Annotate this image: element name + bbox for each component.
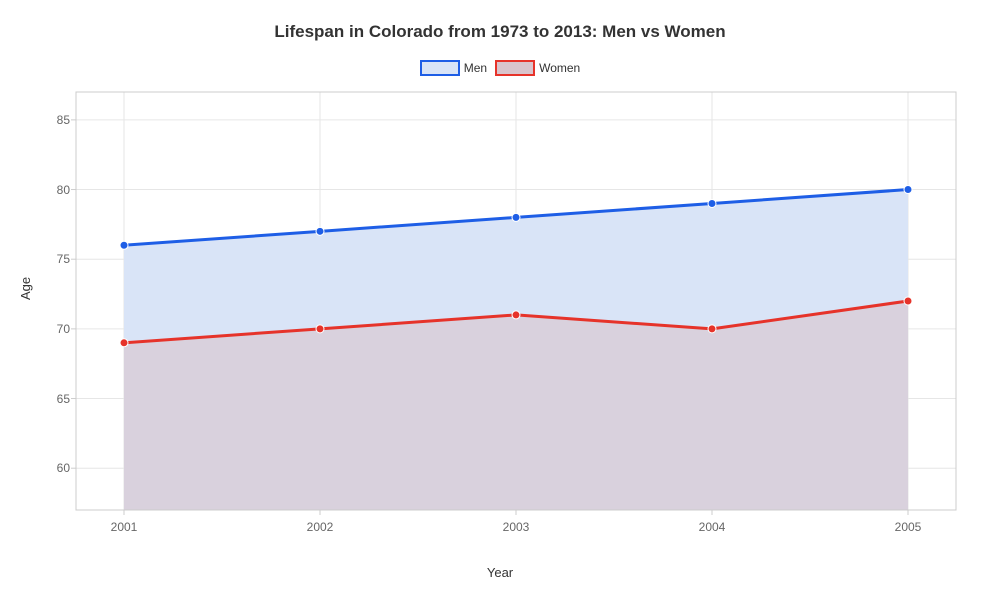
legend-swatch-men bbox=[420, 60, 460, 76]
legend-label-women: Women bbox=[539, 61, 580, 75]
x-tick-label: 2004 bbox=[699, 520, 726, 534]
chart-title: Lifespan in Colorado from 1973 to 2013: … bbox=[0, 22, 1000, 42]
x-tick-label: 2003 bbox=[503, 520, 530, 534]
legend-item-men[interactable]: Men bbox=[420, 60, 487, 76]
x-tick-label: 2005 bbox=[895, 520, 922, 534]
chart-legend: Men Women bbox=[0, 60, 1000, 76]
chart-container: Lifespan in Colorado from 1973 to 2013: … bbox=[0, 0, 1000, 600]
legend-swatch-women bbox=[495, 60, 535, 76]
y-tick-label: 80 bbox=[40, 183, 70, 197]
plot-area bbox=[76, 92, 956, 510]
chart-svg bbox=[76, 92, 956, 510]
legend-item-women[interactable]: Women bbox=[495, 60, 580, 76]
x-axis-title: Year bbox=[0, 565, 1000, 580]
y-tick-label: 75 bbox=[40, 252, 70, 266]
y-axis-title: Age bbox=[18, 277, 33, 300]
x-tick-label: 2001 bbox=[111, 520, 138, 534]
y-tick-label: 60 bbox=[40, 461, 70, 475]
y-tick-label: 85 bbox=[40, 113, 70, 127]
y-tick-label: 70 bbox=[40, 322, 70, 336]
legend-label-men: Men bbox=[464, 61, 487, 75]
y-tick-label: 65 bbox=[40, 392, 70, 406]
x-tick-label: 2002 bbox=[307, 520, 334, 534]
